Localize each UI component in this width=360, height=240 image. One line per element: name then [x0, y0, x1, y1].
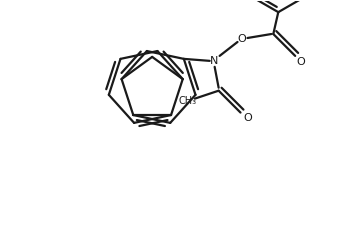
Text: CH₃: CH₃ — [179, 96, 197, 106]
Text: O: O — [243, 113, 252, 123]
Text: N: N — [210, 56, 218, 66]
Text: O: O — [297, 57, 306, 67]
Text: O: O — [237, 34, 246, 44]
